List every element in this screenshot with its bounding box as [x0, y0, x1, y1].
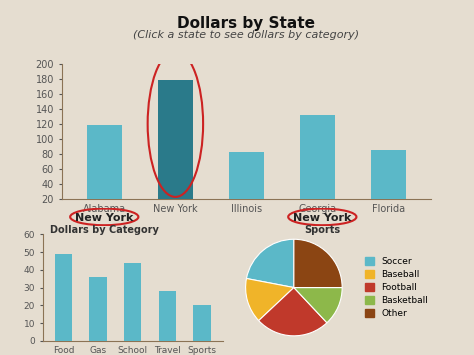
- Bar: [229, 152, 264, 214]
- Wedge shape: [259, 288, 327, 336]
- Bar: [86, 125, 122, 214]
- Bar: [193, 305, 210, 341]
- Wedge shape: [246, 279, 294, 321]
- Bar: [371, 150, 407, 214]
- Bar: [90, 277, 107, 341]
- Bar: [159, 291, 176, 341]
- Text: Sports: Sports: [304, 225, 340, 235]
- Text: (Click a state to see dollars by category): (Click a state to see dollars by categor…: [133, 30, 360, 40]
- Wedge shape: [246, 239, 294, 288]
- Text: Dollars by Category: Dollars by Category: [50, 225, 159, 235]
- Wedge shape: [294, 239, 342, 288]
- Bar: [300, 115, 336, 214]
- Legend: Soccer, Baseball, Football, Basketball, Other: Soccer, Baseball, Football, Basketball, …: [365, 257, 428, 318]
- Bar: [157, 80, 193, 214]
- Text: Dollars by State: Dollars by State: [177, 16, 316, 31]
- Bar: [124, 263, 141, 341]
- Wedge shape: [294, 288, 342, 323]
- Text: New York: New York: [293, 213, 352, 223]
- Bar: [55, 254, 72, 341]
- Text: New York: New York: [75, 213, 134, 223]
